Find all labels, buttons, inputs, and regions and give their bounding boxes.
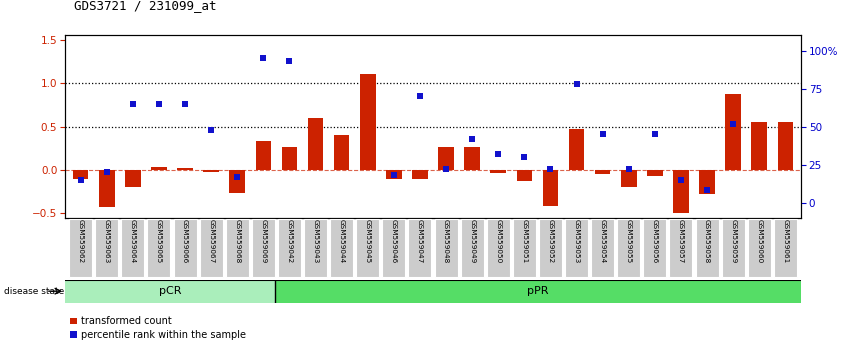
Bar [673,170,688,213]
Text: GSM559060: GSM559060 [756,219,762,263]
Bar [383,219,405,277]
Bar [543,170,559,206]
Bar [330,219,353,277]
Bar [121,219,145,277]
Text: GSM559050: GSM559050 [495,219,501,263]
Bar [621,170,637,187]
Bar [464,147,480,170]
Bar [255,141,271,170]
Bar [200,219,223,277]
Bar [435,219,457,277]
Bar [178,168,193,170]
Bar [617,219,640,277]
Legend: transformed count, percentile rank within the sample: transformed count, percentile rank withi… [70,316,247,340]
Bar [360,74,376,170]
Bar [356,219,379,277]
Bar [565,219,588,277]
Text: GSM559046: GSM559046 [391,219,397,263]
Text: GSM559069: GSM559069 [261,219,267,263]
Text: GSM559067: GSM559067 [208,219,214,263]
Bar [173,219,197,277]
Bar [95,219,118,277]
Text: GSM559056: GSM559056 [652,219,658,263]
Bar [438,147,454,170]
Bar [643,219,666,277]
Text: GSM559064: GSM559064 [130,219,136,263]
Bar [748,219,771,277]
Text: GSM559047: GSM559047 [417,219,423,263]
Bar [252,219,275,277]
Bar [461,219,483,277]
Text: GSM559054: GSM559054 [599,219,605,263]
Bar [151,167,167,170]
Bar [774,219,797,277]
Text: GSM559068: GSM559068 [234,219,240,263]
Bar [73,170,88,179]
Bar [569,129,585,170]
Text: GSM559043: GSM559043 [313,219,319,263]
Text: GSM559044: GSM559044 [339,219,345,263]
Bar [490,170,506,172]
Text: GSM559048: GSM559048 [443,219,449,263]
Bar [695,219,719,277]
Bar [69,219,92,277]
Text: GDS3721 / 231099_at: GDS3721 / 231099_at [74,0,216,12]
Bar [539,219,562,277]
Bar [275,280,801,303]
Text: GSM559058: GSM559058 [704,219,710,263]
Bar [409,219,431,277]
Text: GSM559042: GSM559042 [287,219,293,263]
Bar [669,219,693,277]
Bar [513,219,536,277]
Text: GSM559051: GSM559051 [521,219,527,263]
Bar [278,219,301,277]
Bar [647,170,662,176]
Bar [752,122,767,170]
Text: GSM559062: GSM559062 [78,219,84,263]
Bar [591,219,614,277]
Bar [721,219,745,277]
Text: GSM559065: GSM559065 [156,219,162,263]
Bar [699,170,715,194]
Bar [595,170,611,174]
Bar [778,122,793,170]
Bar [516,170,533,181]
Text: pCR: pCR [158,286,181,296]
Bar [99,170,114,207]
Bar [147,219,171,277]
Bar [487,219,510,277]
Text: GSM559057: GSM559057 [678,219,684,263]
Bar [386,170,402,179]
Text: GSM559045: GSM559045 [365,219,371,263]
Bar [307,118,323,170]
Bar [204,170,219,172]
Text: disease state: disease state [4,287,65,296]
Bar [65,280,275,303]
Bar [412,170,428,179]
Bar [333,135,350,170]
Bar [281,147,297,170]
Text: pPR: pPR [527,286,549,296]
Text: GSM559053: GSM559053 [573,219,579,263]
Text: GSM559063: GSM559063 [104,219,110,263]
Text: GSM559052: GSM559052 [547,219,553,263]
Bar [226,219,249,277]
Text: GSM559066: GSM559066 [182,219,188,263]
Bar [304,219,327,277]
Bar [229,170,245,193]
Text: GSM559049: GSM559049 [469,219,475,263]
Bar [726,93,741,170]
Text: GSM559061: GSM559061 [782,219,788,263]
Text: GSM559059: GSM559059 [730,219,736,263]
Text: GSM559055: GSM559055 [626,219,632,263]
Bar [125,170,140,187]
